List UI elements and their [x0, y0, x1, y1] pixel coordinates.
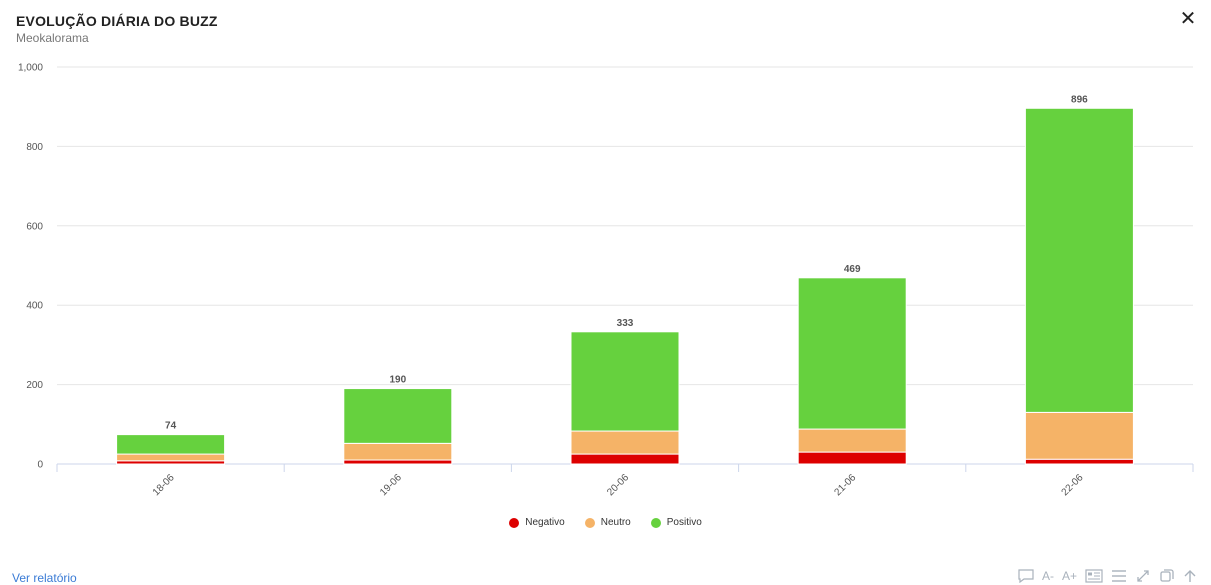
legend-label-positivo: Positivo: [666, 517, 702, 528]
y-tick-label: 800: [26, 142, 43, 153]
legend-item-negativo[interactable]: Negativo: [509, 517, 565, 528]
duplicate-icon[interactable]: [1159, 568, 1175, 584]
chart-subtitle: Meokalorama: [16, 31, 89, 45]
bar-segment-negativo: [343, 459, 453, 465]
expand-icon[interactable]: [1135, 568, 1151, 584]
view-report-link[interactable]: Ver relatório: [12, 571, 77, 585]
bar-segment-positivo: [797, 277, 907, 430]
legend-label-neutro: Neutro: [600, 517, 631, 528]
y-tick-label: 1,000: [18, 63, 43, 74]
legend-item-neutro[interactable]: Neutro: [584, 517, 631, 528]
stacked-bar-chart: 0 200 400 600 800 1,000 74 18-06 190 19-06 333 20-0…: [18, 63, 1194, 498]
x-tick-label: 22-06: [1060, 472, 1086, 498]
legend-label-negativo: Negativo: [525, 517, 565, 528]
chart-title: EVOLUÇÃO DIÁRIA DO BUZZ: [16, 13, 218, 29]
legend-item-positivo[interactable]: Positivo: [650, 517, 702, 528]
bar-segment-negativo: [570, 453, 680, 465]
bar-segment-neutro: [116, 453, 226, 462]
bar-segment-positivo: [116, 434, 226, 455]
x-tick-label: 21-06: [832, 472, 858, 498]
y-tick-label: 400: [26, 301, 43, 312]
bar-total-label: 896: [1071, 94, 1088, 105]
y-tick-label: 200: [26, 380, 43, 391]
chart-legend: Negativo Neutro Positivo: [0, 517, 1211, 528]
bar-segment-neutro: [1024, 411, 1134, 460]
bar-total-label: 469: [844, 264, 861, 275]
bar-segment-neutro: [797, 428, 907, 453]
x-tick-label: 19-06: [378, 472, 404, 498]
close-button[interactable]: ✕: [1179, 8, 1197, 30]
list-icon[interactable]: [1111, 568, 1127, 584]
bar-total-label: 333: [617, 318, 634, 329]
bar-segment-positivo: [570, 331, 680, 432]
arrow-up-icon[interactable]: [1183, 568, 1197, 584]
legend-dot-neutro: [584, 517, 595, 528]
font-increase-button[interactable]: A+: [1061, 569, 1077, 583]
bar-segment-negativo: [1024, 458, 1134, 465]
y-tick-label: 0: [37, 460, 43, 471]
chart-toolbar: A- A+: [1018, 568, 1197, 584]
bar-segment-negativo: [797, 451, 907, 465]
bar-segment-neutro: [343, 442, 453, 461]
font-decrease-button[interactable]: A-: [1041, 569, 1054, 583]
legend-dot-negativo: [509, 517, 520, 528]
legend-dot-positivo: [650, 517, 661, 528]
bar-total-label: 74: [165, 421, 177, 432]
bar-total-label: 190: [389, 375, 406, 386]
bar-segment-positivo: [343, 388, 453, 444]
bar-segment-positivo: [1024, 107, 1134, 413]
x-tick-label: 20-06: [605, 472, 631, 498]
comment-icon[interactable]: [1018, 568, 1034, 584]
x-tick-label: 18-06: [151, 472, 177, 498]
y-tick-label: 600: [26, 221, 43, 232]
bar-segment-neutro: [570, 430, 680, 455]
card-view-icon[interactable]: [1085, 568, 1103, 584]
